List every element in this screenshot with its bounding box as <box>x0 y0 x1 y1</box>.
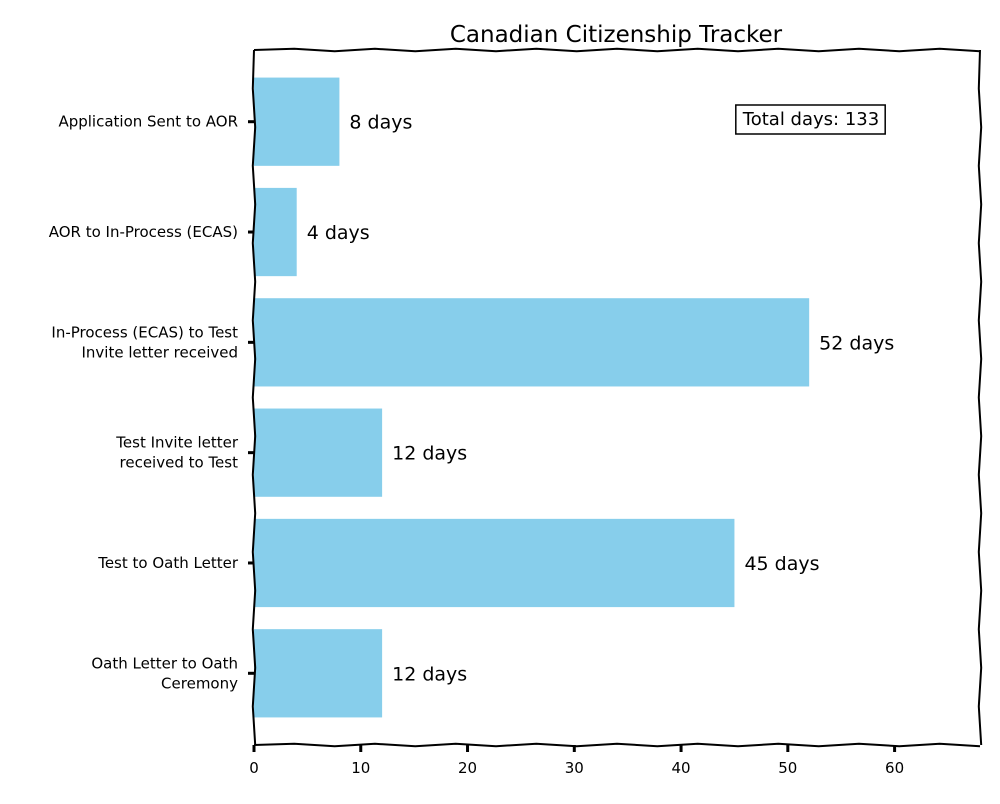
category-label-3: In-Process (ECAS) to Test Invite letter r… <box>51 323 238 361</box>
category-label-line: Oath Letter to Oath <box>91 654 238 672</box>
bars-layer <box>254 77 810 718</box>
x-tick-label-20: 20 <box>458 759 477 777</box>
x-tick-label-0: 0 <box>249 759 259 777</box>
category-label-5: Test to Oath Letter <box>97 554 239 572</box>
bar-value-label-1: 8 days <box>349 112 412 134</box>
bar-3 <box>254 298 810 387</box>
bar-1 <box>254 77 340 166</box>
plot-frame-top <box>253 47 981 53</box>
category-label-line: Application Sent to AOR <box>58 113 238 131</box>
x-tick-label-40: 40 <box>672 759 691 777</box>
total-days-annotation: Total days: 133 <box>735 104 886 135</box>
bar-value-label-4: 12 days <box>392 443 467 465</box>
category-label-2: AOR to In-Process (ECAS) <box>49 223 238 241</box>
x-tick-label-60: 60 <box>885 759 904 777</box>
bar-4 <box>254 408 383 497</box>
bar-value-label-6: 12 days <box>392 663 467 685</box>
bar-2 <box>254 187 297 277</box>
plot-frame-layer <box>251 47 983 748</box>
x-tick-label-30: 30 <box>565 759 584 777</box>
bar-value-label-5: 45 days <box>744 553 819 575</box>
plot-frame-left <box>251 49 257 746</box>
category-label-line: Test Invite letter <box>115 434 239 452</box>
x-tick-label-50: 50 <box>778 759 797 777</box>
category-label-6: Oath Letter to Oath Ceremony <box>91 654 238 692</box>
chart-title: Canadian Citizenship Tracker <box>450 22 783 48</box>
category-label-line: In-Process (ECAS) to Test <box>51 323 238 341</box>
category-label-line: received to Test <box>120 454 239 472</box>
category-label-line: Ceremony <box>161 674 238 692</box>
total-days-text: Total days: 133 <box>742 109 879 130</box>
category-label-1: Application Sent to AOR <box>58 113 238 131</box>
category-label-line: AOR to In-Process (ECAS) <box>49 223 238 241</box>
bar-6 <box>254 629 383 718</box>
bar-value-label-2: 4 days <box>307 222 370 244</box>
category-label-4: Test Invite letter received to Test <box>115 434 239 472</box>
plot-frame-right <box>977 49 983 746</box>
ticks-layer <box>248 120 897 752</box>
total-days-box <box>735 104 886 135</box>
plot-frame-bottom <box>253 742 981 748</box>
category-label-line: Test to Oath Letter <box>97 554 239 572</box>
bar-value-label-3: 52 days <box>819 332 894 354</box>
x-tick-label-10: 10 <box>351 759 370 777</box>
bar-5 <box>254 518 735 608</box>
labels-layer: 8 days Application Sent to AOR 4 days AOR t… <box>49 112 904 777</box>
category-label-line: Invite letter received <box>81 343 238 361</box>
